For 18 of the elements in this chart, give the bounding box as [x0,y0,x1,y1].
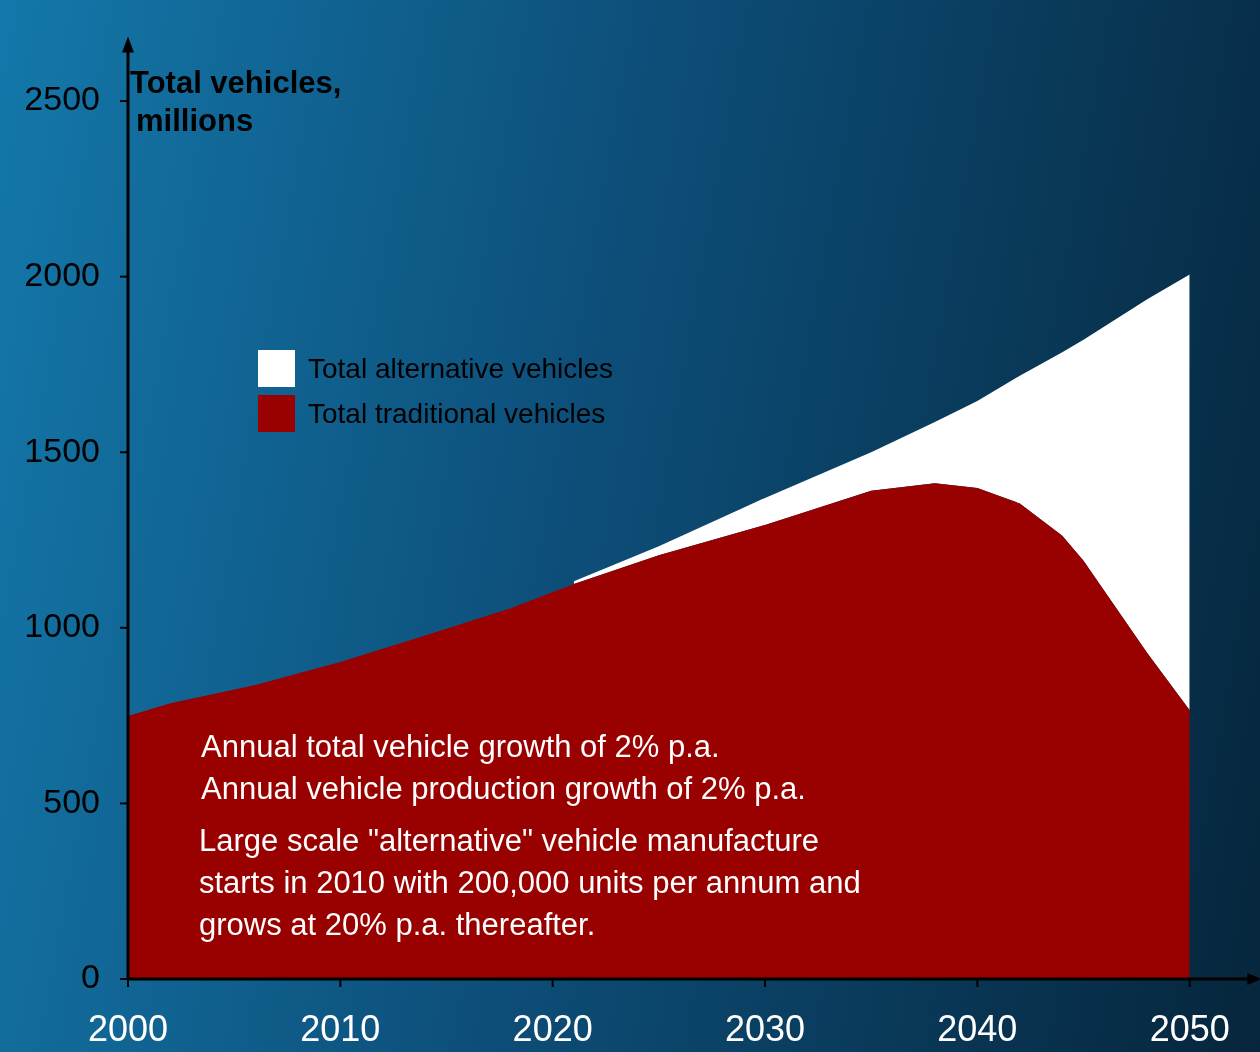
x-tick-label: 2020 [512,1007,593,1049]
y-tick-label: 500 [43,781,100,820]
x-tick-label: 2030 [724,1007,806,1049]
x-tick-label: 2000 [87,1007,169,1049]
y-tick-label: 2000 [24,255,100,294]
y-axis-title: Total vehicles, millions [130,65,342,139]
y-tick-label: 1000 [24,606,100,645]
annotation: Annual vehicle production growth of 2% p.a. [201,770,806,806]
legend-label: Total alternative vehicles [308,352,614,384]
y-tick-label: 0 [81,957,100,996]
annotation: Large scale "alternative" vehicle manufacture starts in 2010 with 200,000 units per annum and grows at 20% p.a. thereafter. [199,822,861,942]
y-tick-label: 1500 [24,430,100,469]
x-tick-label: 2010 [300,1007,381,1049]
annotation: Annual total vehicle growth of 2% p.a. [201,728,720,764]
y-tick-label: 2500 [24,79,100,118]
legend-label: Total traditional vehicles [308,397,606,429]
x-tick-label: 2040 [937,1007,1018,1049]
x-tick-label: 2050 [1149,1007,1230,1049]
